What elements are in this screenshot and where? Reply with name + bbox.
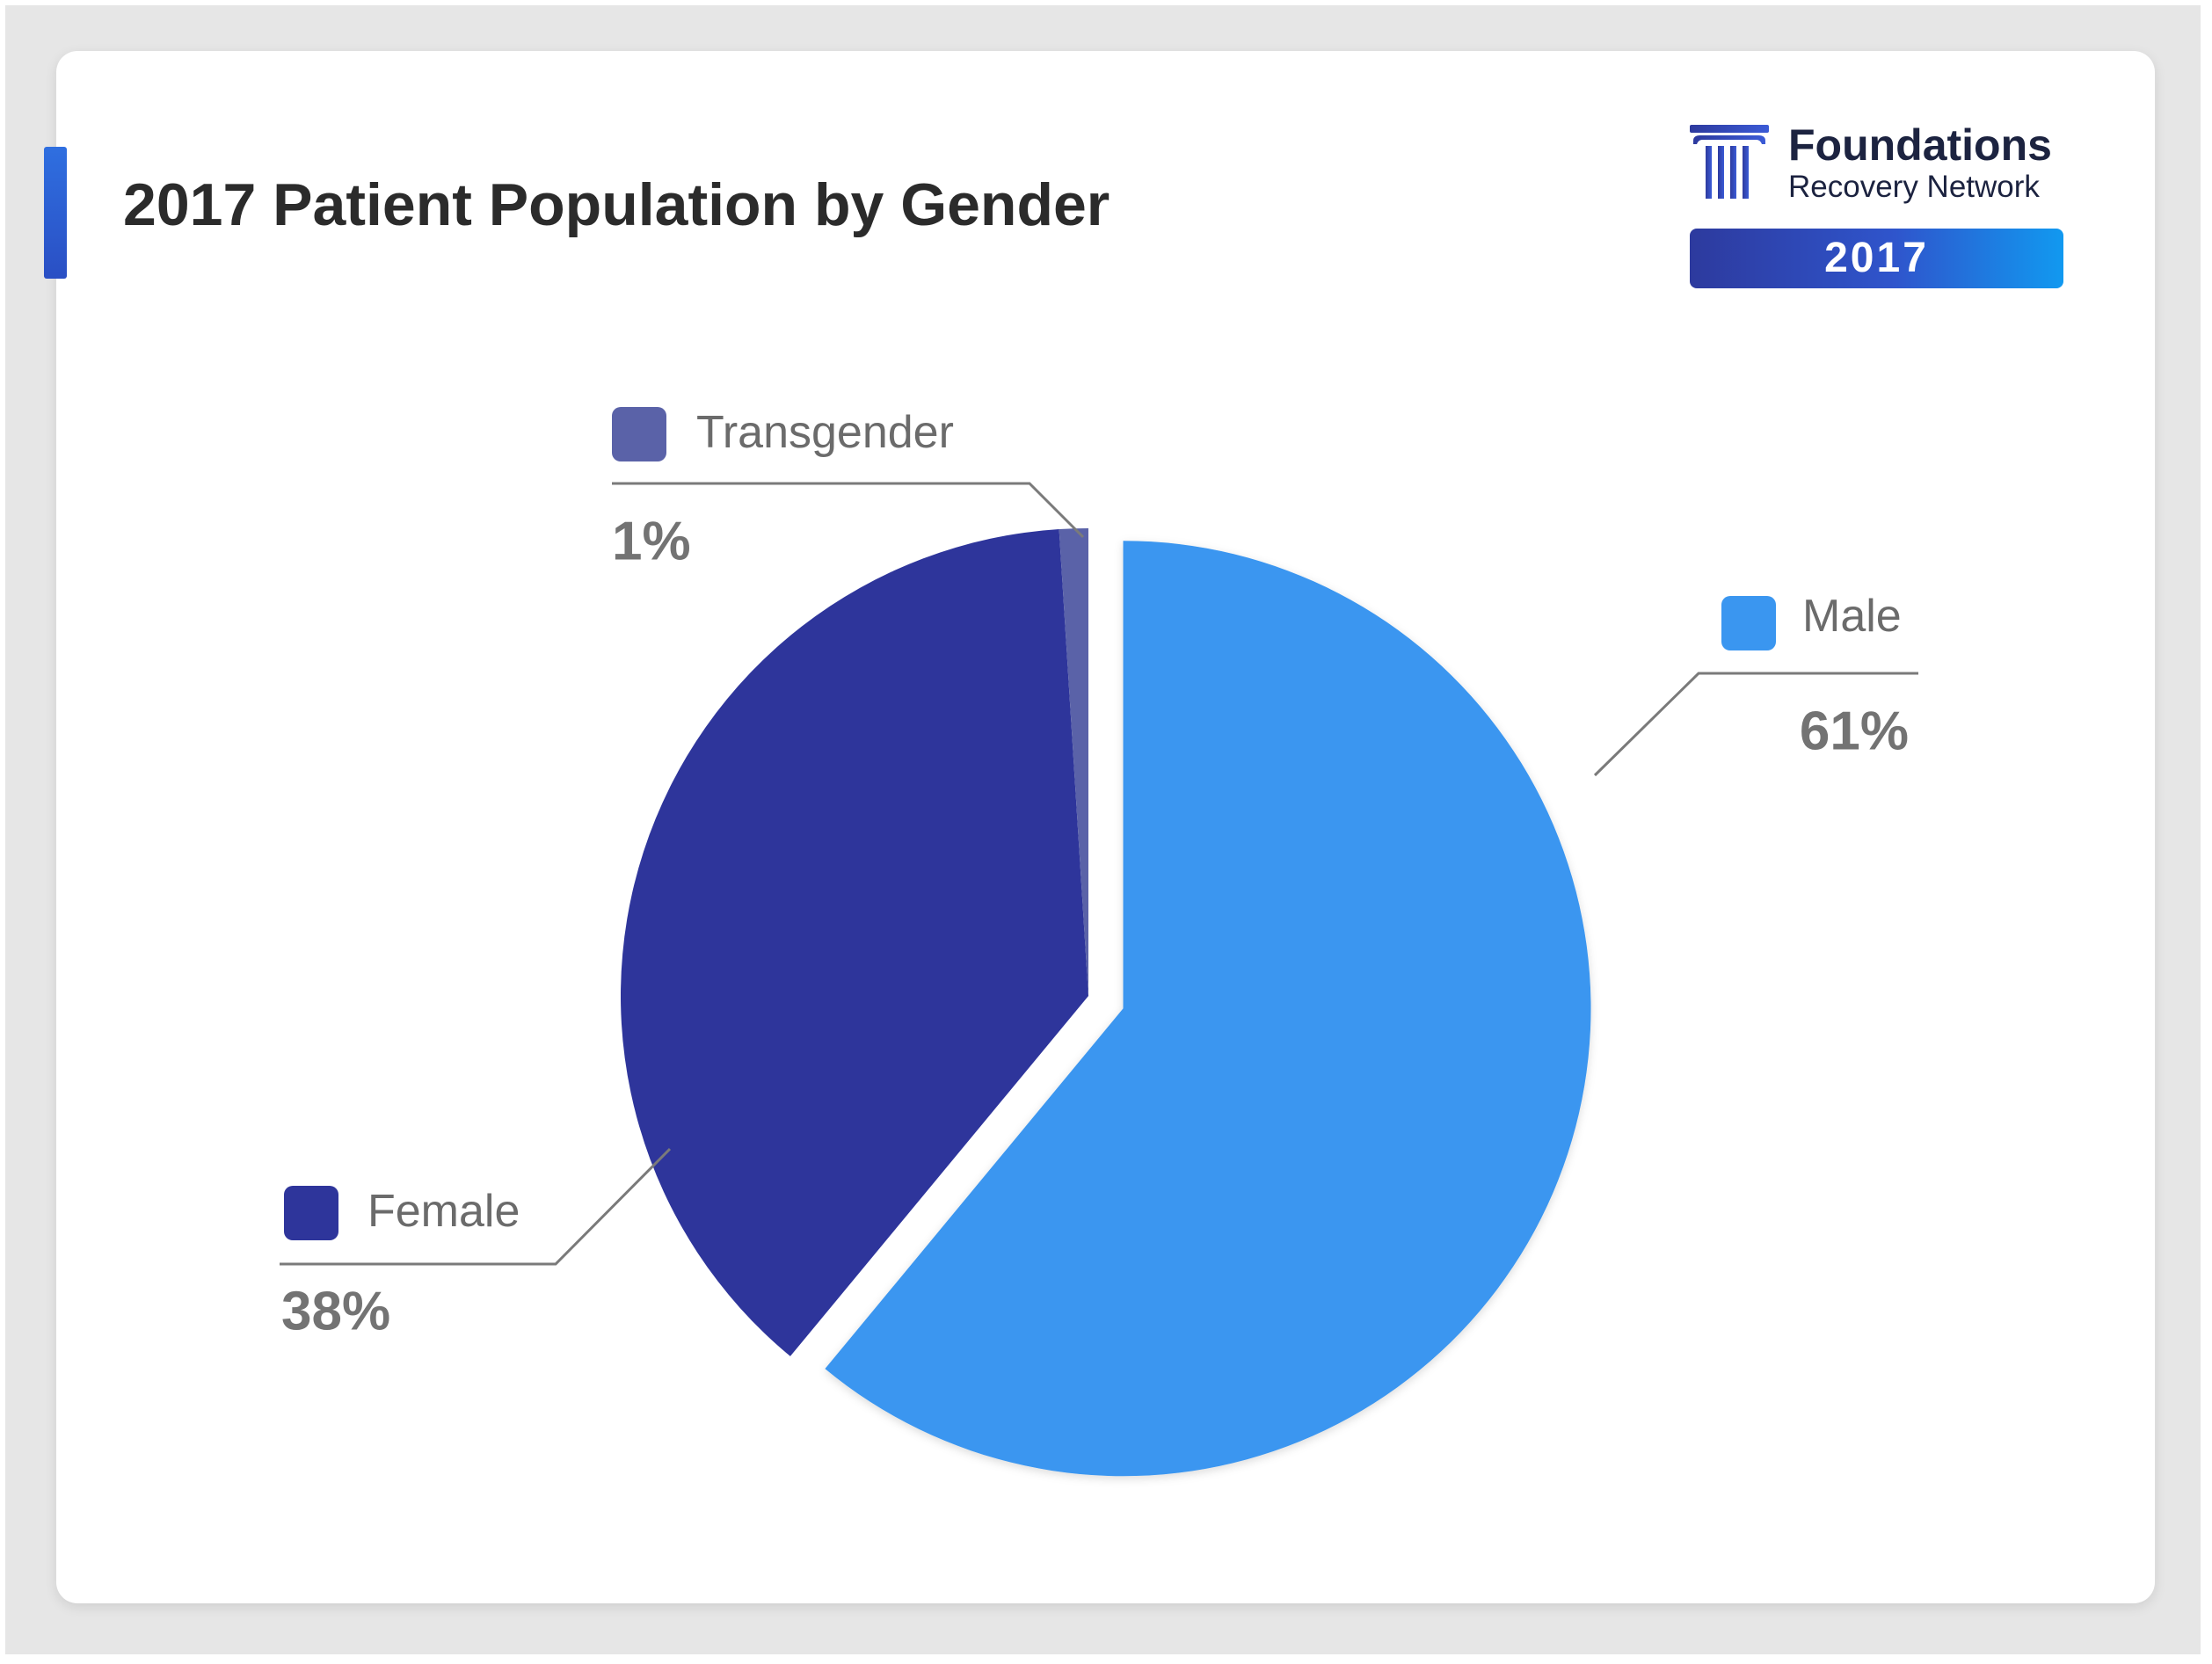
year-badge: 2017 [1690,229,2063,288]
legend-label-transgender: Transgender [696,407,954,458]
pie-slice-female [620,529,1088,1356]
pie-slices [620,528,1591,1477]
brand-logo: Foundations Recovery Network 2017 [1690,120,2068,295]
legend-label-male: Male [1802,591,1902,642]
data-label-female: 38% [281,1282,390,1342]
legend-swatch-transgender [612,407,666,461]
leader-line-female [280,1147,672,1266]
pie-slice-transgender [1059,528,1088,996]
page-title: 2017 Patient Population by Gender [123,171,1110,238]
leader-line-transgender [612,482,1085,539]
legend-swatch-male [1721,596,1776,650]
leader-line-male [1593,672,1918,777]
brand-subtitle: Recovery Network [1788,170,2040,204]
pillar-icon [1690,125,1769,199]
slice-callouts: Male 61% Female 38% Transgender 1% [280,407,1918,1342]
brand-name: Foundations [1788,120,2052,170]
title-accent-bar [44,147,67,279]
legend-label-female: Female [367,1186,520,1237]
pie-slice-male [825,541,1591,1477]
legend-swatch-female [284,1186,338,1240]
data-label-transgender: 1% [612,512,691,572]
data-label-male: 61% [1800,701,1909,762]
